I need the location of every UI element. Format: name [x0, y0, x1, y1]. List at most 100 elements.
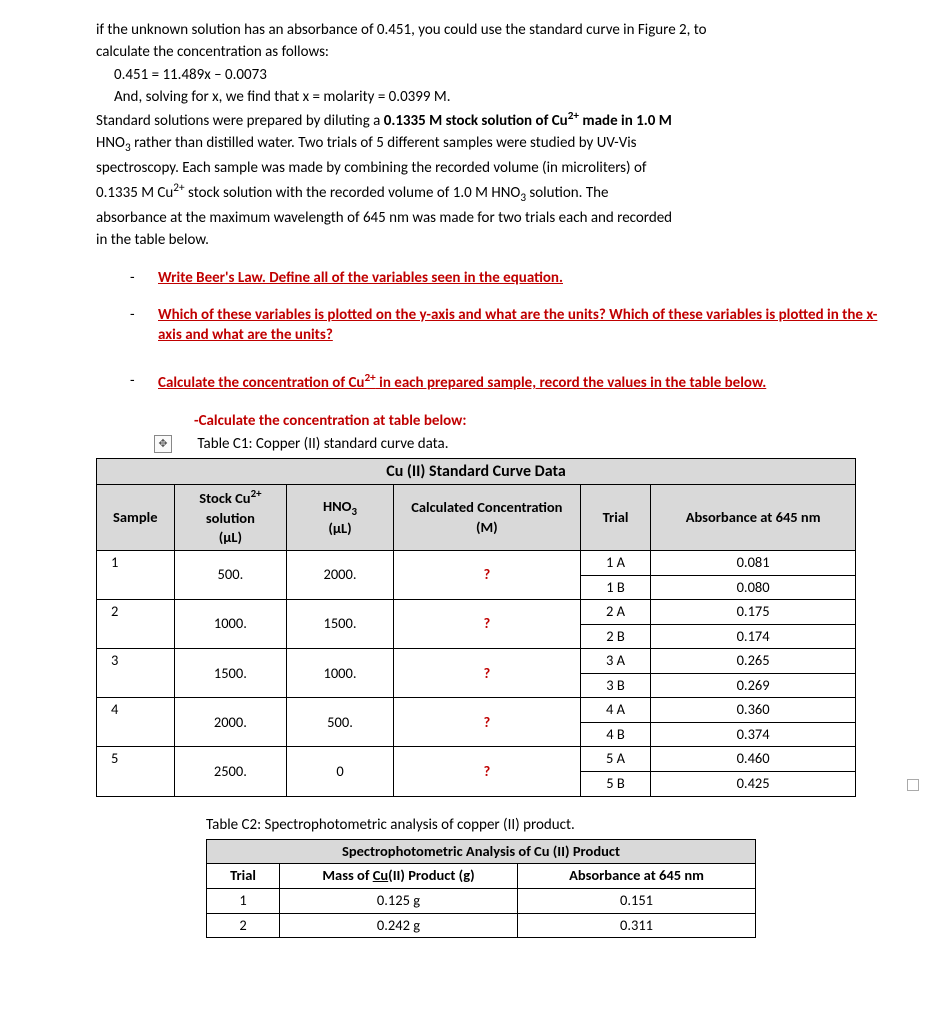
table-row: 42000.500.?4 A0.360: [97, 698, 856, 723]
question-text: Calculate the concentration of Cu2+ in e…: [158, 374, 766, 392]
text: Stock Cu: [199, 489, 250, 507]
resize-handle-icon[interactable]: [907, 779, 919, 791]
table-c2-caption: Table C2: Spectrophotometric analysis of…: [206, 815, 899, 835]
col-calc: Calculated Concentration (M): [393, 485, 580, 551]
table-row: 10.125 g0.151: [207, 888, 756, 913]
col-trial: Trial: [580, 485, 650, 551]
table-c1-caption: Table C1: Copper (II) standard curve dat…: [197, 435, 448, 453]
cell-mass: 0.125 g: [280, 888, 518, 913]
cell-stock: 2500.: [174, 747, 287, 796]
cell-trial: 3 A: [580, 649, 650, 674]
cell-calc: ?: [393, 550, 580, 599]
text: made in 1.0 M: [579, 112, 672, 130]
col-sample: Sample: [97, 485, 175, 551]
list-item: - Which of these variables is plotted on…: [130, 305, 899, 346]
cell-sample: 3: [97, 649, 175, 698]
cell-sample: 5: [97, 747, 175, 796]
col-abs: Absorbance at 645 nm: [518, 864, 756, 889]
col-mass: Mass of Cu(II) Product (g): [280, 864, 518, 889]
text: HNO: [96, 134, 125, 152]
cell-stock: 500.: [174, 550, 287, 599]
bullet-dash-icon: -: [130, 305, 158, 346]
cell-sample: 1: [97, 550, 175, 599]
cell-calc: ?: [393, 747, 580, 796]
text: (µL): [328, 519, 351, 537]
bullet-dash-icon: -: [130, 268, 158, 288]
text: in the table below.: [96, 231, 209, 249]
intro-line: if the unknown solution has an absorbanc…: [96, 21, 707, 39]
cell-abs: 0.175: [651, 600, 856, 625]
cell-abs: 0.360: [651, 698, 856, 723]
cell-stock: 1500.: [174, 649, 287, 698]
table-row: 1500.2000.?1 A0.081: [97, 550, 856, 575]
col-stock: Stock Cu2+ solution (µL): [174, 485, 287, 551]
intro-paragraph-1: if the unknown solution has an absorbanc…: [96, 20, 899, 107]
section-subhead: -Calculate the concentration at table be…: [194, 411, 899, 431]
text: 0.1335 M Cu: [96, 184, 173, 202]
question-text: Write Beer's Law. Define all of the vari…: [158, 269, 563, 287]
cell-hno3: 0: [287, 747, 394, 796]
cell-hno3: 1000.: [287, 649, 394, 698]
text: Standard solutions were prepared by dilu…: [96, 112, 384, 130]
text: rather than distilled water. Two trials …: [131, 134, 637, 152]
text: Cu: [373, 866, 388, 884]
cell-trial: 4 B: [580, 722, 650, 747]
cell-trial: 4 A: [580, 698, 650, 723]
cell-stock: 1000.: [174, 600, 287, 649]
table-c2-title: Spectrophotometric Analysis of Cu (II) P…: [207, 839, 756, 864]
text: HNO: [323, 497, 352, 515]
cell-abs: 0.374: [651, 722, 856, 747]
cell-abs: 0.460: [651, 747, 856, 772]
text: spectroscopy. Each sample was made by co…: [96, 159, 646, 177]
text: Calculate the concentration of Cu: [158, 374, 364, 392]
cell-trial: 2 B: [580, 624, 650, 649]
bullet-dash-icon: -: [130, 371, 158, 393]
cell-trial: 2: [207, 913, 280, 938]
table-c2: Spectrophotometric Analysis of Cu (II) P…: [206, 839, 756, 938]
text: stock solution with the recorded volume …: [185, 184, 521, 202]
cell-trial: 5 A: [580, 747, 650, 772]
cell-trial: 3 B: [580, 673, 650, 698]
cell-trial: 1: [207, 888, 280, 913]
text: solution: [206, 509, 255, 527]
table-c1-title: Cu (II) Standard Curve Data: [97, 458, 856, 485]
text: (II) Product (g): [388, 866, 474, 884]
text: solution. The: [526, 184, 608, 202]
table-c1: Cu (II) Standard Curve Data Sample Stock…: [96, 458, 856, 797]
col-hno3: HNO3 (µL): [287, 485, 394, 551]
text: 0.1335 M stock solution of Cu: [384, 112, 568, 130]
col-abs: Absorbance at 645 nm: [651, 485, 856, 551]
cell-trial: 1 B: [580, 575, 650, 600]
intro-paragraph-2: Standard solutions were prepared by dilu…: [96, 109, 899, 250]
text: absorbance at the maximum wavelength of …: [96, 209, 672, 227]
intro-solve: And, solving for x, we find that x = mol…: [114, 88, 450, 106]
table-row: 20.242 g0.311: [207, 913, 756, 938]
list-item: - Calculate the concentration of Cu2+ in…: [130, 371, 899, 393]
question-list: - Write Beer's Law. Define all of the va…: [130, 268, 899, 393]
text: Mass of: [322, 866, 372, 884]
cell-trial: 2 A: [580, 600, 650, 625]
cell-sample: 4: [97, 698, 175, 747]
list-item: - Write Beer's Law. Define all of the va…: [130, 268, 899, 288]
cell-trial: 5 B: [580, 772, 650, 797]
question-text: Which of these variables is plotted on t…: [158, 306, 877, 344]
cell-abs: 0.151: [518, 888, 756, 913]
cell-abs: 0.269: [651, 673, 856, 698]
cell-hno3: 500.: [287, 698, 394, 747]
intro-equation: 0.451 = 11.489x – 0.0073: [114, 66, 267, 84]
table-row: 31500.1000.?3 A0.265: [97, 649, 856, 674]
cell-hno3: 2000.: [287, 550, 394, 599]
cell-abs: 0.265: [651, 649, 856, 674]
cell-stock: 2000.: [174, 698, 287, 747]
cell-abs: 0.174: [651, 624, 856, 649]
text: (µL): [219, 528, 242, 546]
cell-calc: ?: [393, 600, 580, 649]
cell-abs: 0.081: [651, 550, 856, 575]
cell-abs: 0.425: [651, 772, 856, 797]
intro-line: calculate the concentration as follows:: [96, 43, 329, 61]
cell-calc: ?: [393, 698, 580, 747]
move-handle-icon[interactable]: ✥: [154, 435, 172, 453]
cell-abs: 0.080: [651, 575, 856, 600]
cell-calc: ?: [393, 649, 580, 698]
cell-hno3: 1500.: [287, 600, 394, 649]
